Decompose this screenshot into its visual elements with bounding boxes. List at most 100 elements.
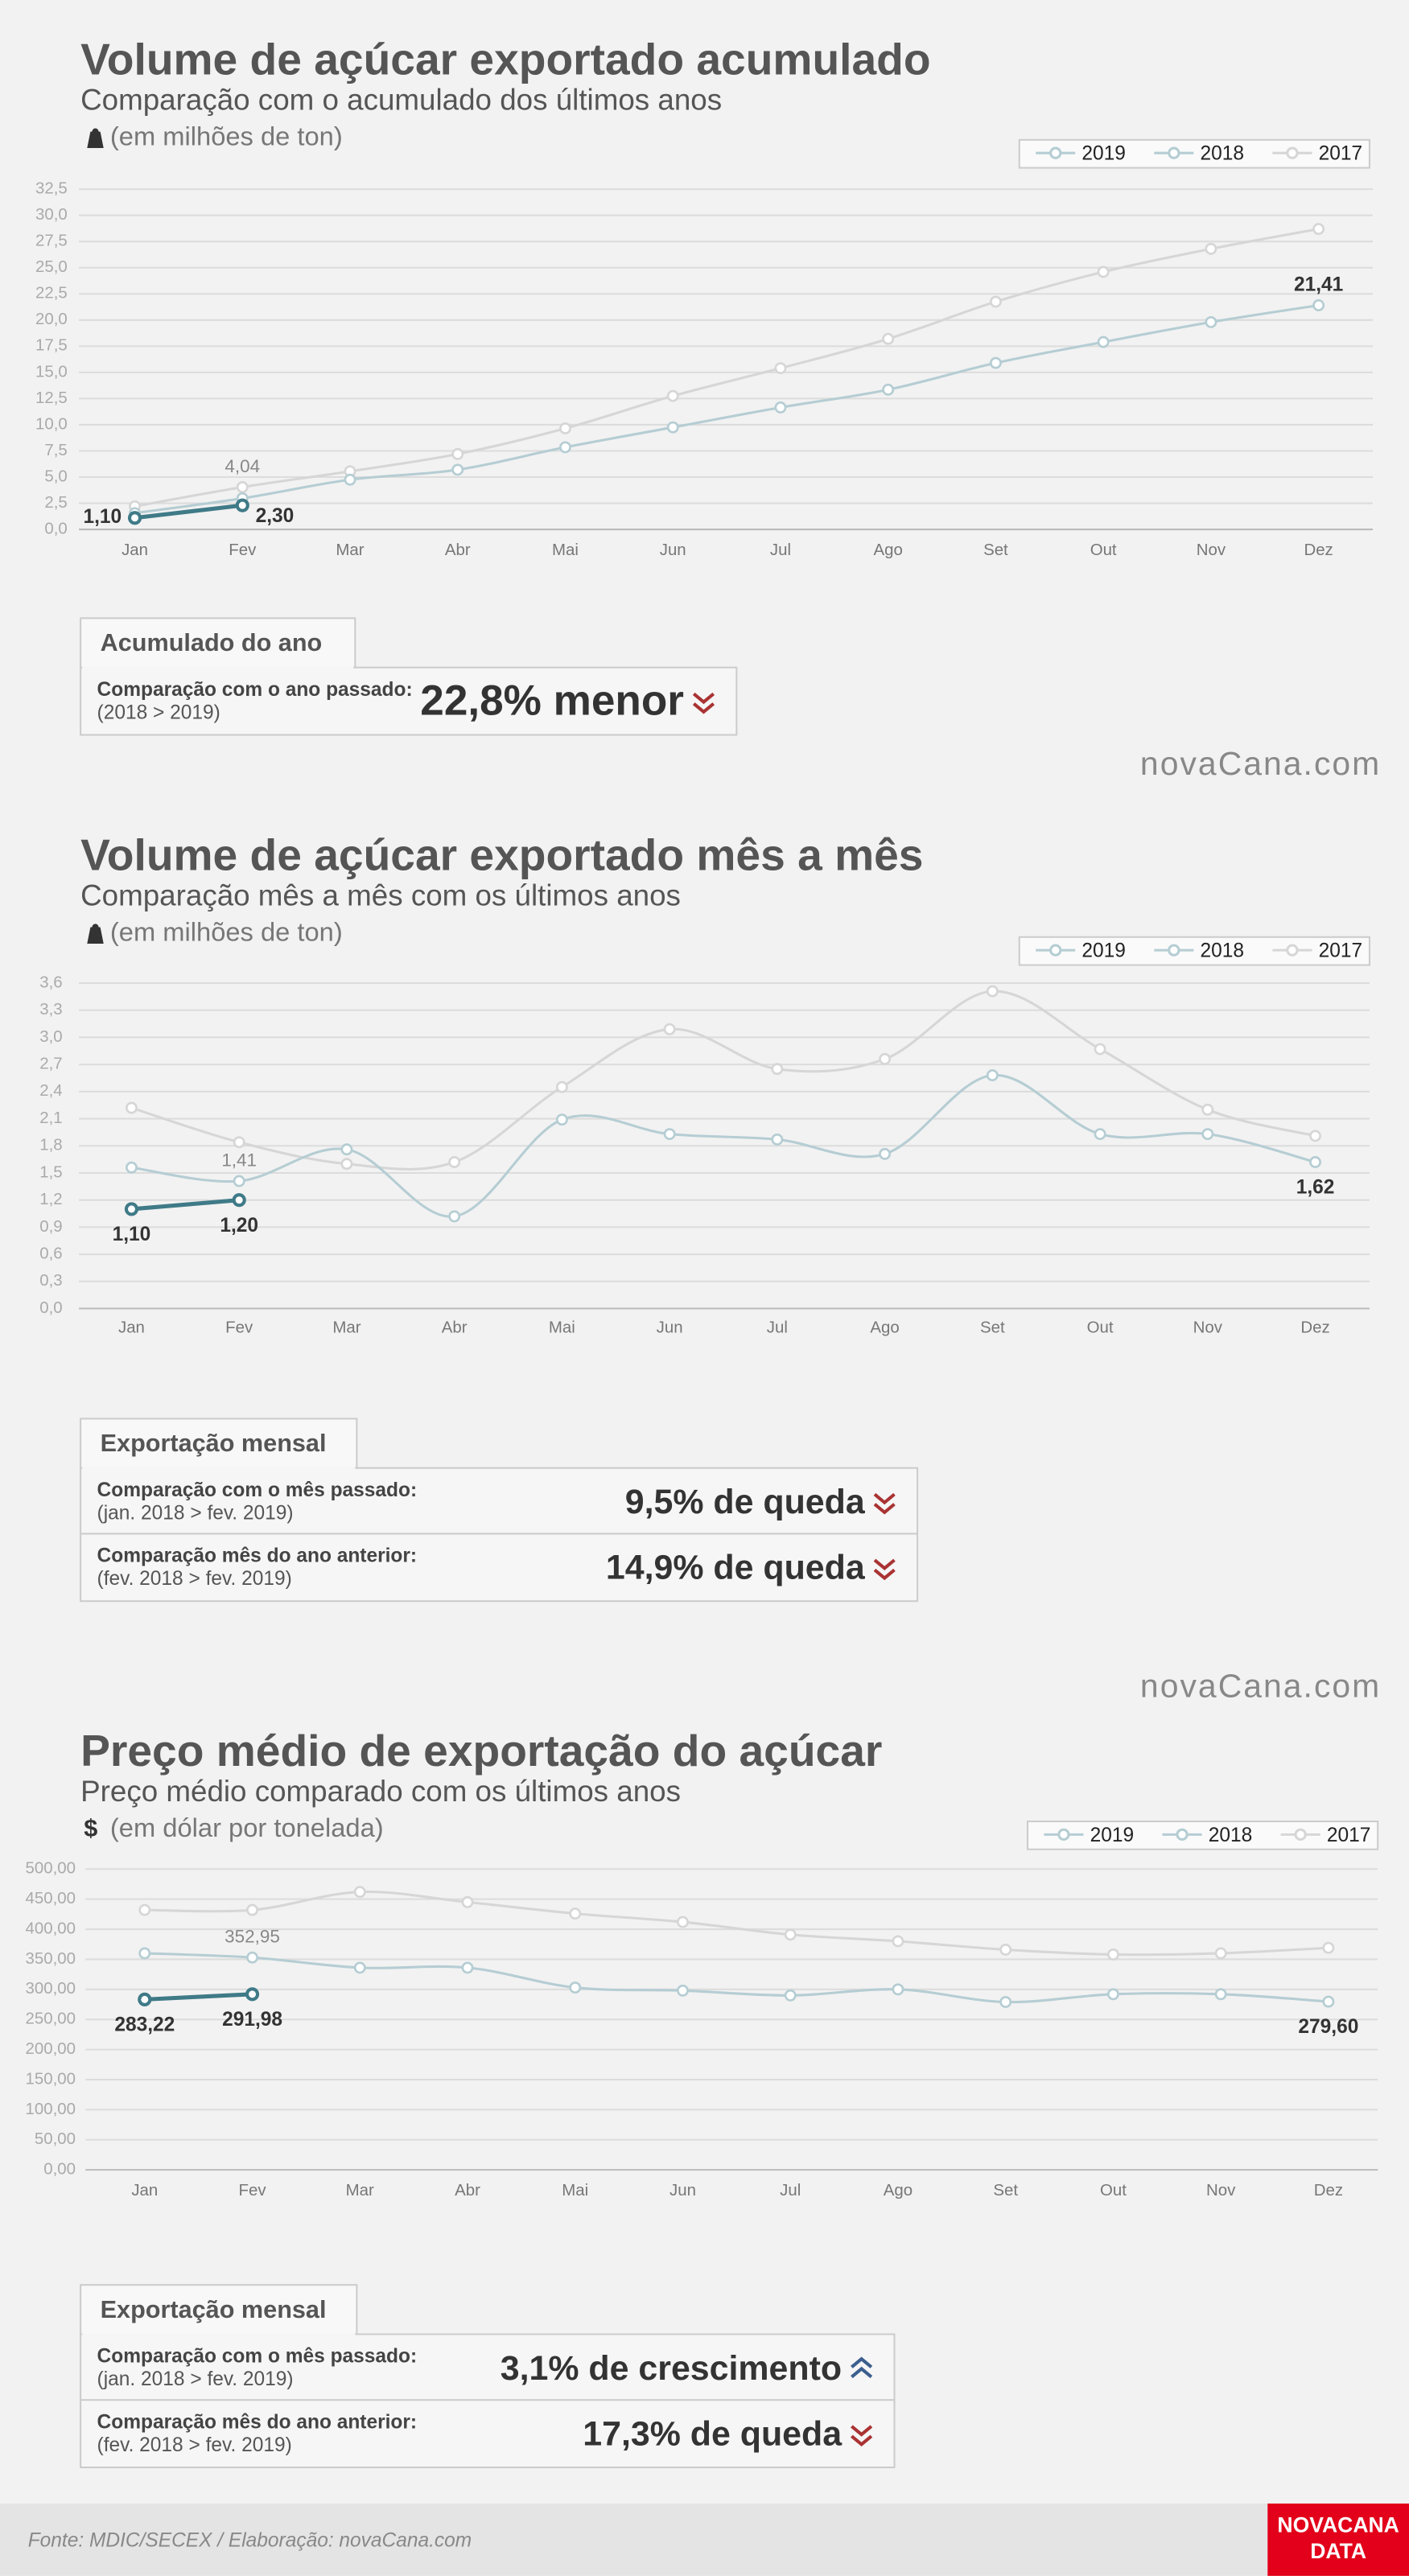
data-point [677, 1984, 689, 1997]
data-point [999, 1996, 1012, 2008]
x-tick-label: Jun [657, 1319, 683, 1336]
x-tick-label: Dez [1304, 541, 1333, 559]
row-label: Comparação com o mês passado: [97, 2346, 418, 2368]
x-tick-label: Ago [884, 2182, 913, 2199]
y-tick-label: 1,2 [39, 1191, 62, 1208]
x-tick-label: Set [993, 2182, 1018, 2199]
y-tick-label: 450,00 [26, 1890, 76, 1907]
chart-unit: (em milhões de ton) [110, 916, 343, 946]
data-point [125, 1101, 138, 1114]
data-point [1205, 242, 1217, 255]
row-value: 22,8% menor [420, 677, 684, 725]
legend-label: 2019 [1090, 1825, 1135, 1846]
y-tick-label: 100,00 [26, 2101, 76, 2118]
x-tick-label: Jun [669, 2182, 696, 2199]
legend-swatch [1057, 1828, 1070, 1841]
summary-body [80, 666, 738, 736]
y-tick-label: 0,0 [39, 1299, 62, 1317]
data-point [245, 1987, 260, 2002]
row-value: 17,3% de queda [583, 2414, 843, 2453]
data-point [233, 1175, 245, 1187]
data-point [774, 401, 787, 414]
y-tick-label: 25,0 [35, 258, 68, 276]
y-tick-label: 0,3 [39, 1272, 62, 1290]
data-point [555, 1080, 568, 1093]
x-tick-label: Jul [770, 541, 791, 559]
y-tick-label: 10,0 [35, 415, 68, 433]
data-point [986, 985, 999, 998]
legend-label: 2017 [1319, 143, 1363, 165]
series-line [131, 1198, 240, 1212]
x-tick-label: Jan [122, 541, 148, 559]
row-detail: (jan. 2018 > fev. 2019) [97, 2368, 294, 2390]
y-tick-label: 2,7 [39, 1056, 62, 1073]
summary-tab [80, 617, 356, 669]
y-tick-label: 300,00 [26, 1980, 76, 1998]
x-tick-label: Out [1100, 2182, 1127, 2199]
data-point [784, 1928, 797, 1941]
row-label: Comparação com o ano passado: [97, 679, 413, 701]
data-point [451, 447, 464, 460]
data-point [986, 1069, 999, 1082]
series-line [144, 1890, 1329, 1957]
data-point [1201, 1103, 1214, 1116]
logo-box [1267, 2503, 1409, 2576]
data-label: 1,20 [220, 1215, 258, 1237]
legend-label: 2018 [1209, 1825, 1253, 1846]
data-label: 283,22 [114, 2014, 175, 2036]
footer-band [0, 2503, 1409, 2576]
row-detail: (fev. 2018 > fev. 2019) [97, 1568, 292, 1590]
weight-icon [87, 128, 104, 149]
data-label: 352,95 [225, 1927, 280, 1947]
chart: Preço médio de exportação do açúcarPreço… [26, 1726, 1379, 2199]
data-label: 1,41 [221, 1150, 257, 1171]
row-detail: (2018 > 2019) [97, 702, 220, 723]
data-point [461, 1961, 474, 1974]
y-tick-label: 0,0 [44, 520, 67, 537]
legend-label: 2018 [1201, 940, 1245, 962]
x-tick-label: Nov [1193, 1319, 1223, 1336]
legend-swatch [1286, 944, 1299, 957]
data-point [989, 295, 1002, 308]
chart-title: Preço médio de exportação do açúcar [80, 1726, 882, 1776]
data-point [1214, 1988, 1227, 2001]
data-point [999, 1944, 1012, 1956]
y-tick-label: 15,0 [35, 363, 68, 381]
data-point [353, 1961, 366, 1974]
data-point [1097, 265, 1110, 278]
summary-tab-label: Acumulado do ano [101, 629, 323, 656]
summary-box: Exportação mensal Comparação com o mês pa… [80, 1418, 919, 1603]
row-label: Comparação mês do ano anterior: [97, 2411, 418, 2433]
x-tick-label: Jan [131, 2182, 158, 2199]
legend-label: 2019 [1081, 143, 1126, 165]
data-point [1205, 315, 1217, 328]
y-tick-label: 1,5 [39, 1163, 62, 1181]
data-label: 1,62 [1296, 1177, 1335, 1199]
row-label: Comparação mês do ano anterior: [97, 1545, 418, 1567]
y-tick-label: 150,00 [26, 2070, 76, 2088]
series-line [134, 228, 1319, 508]
x-tick-label: Nov [1206, 2182, 1236, 2199]
trend-arrow [851, 2356, 873, 2379]
data-point [1106, 1948, 1119, 1961]
x-tick-label: Abr [442, 1319, 468, 1336]
data-point [774, 362, 787, 375]
data-point [882, 383, 895, 396]
legend-label: 2017 [1327, 1825, 1371, 1846]
legend-swatch [1049, 944, 1062, 957]
data-label: 4,04 [225, 456, 260, 476]
data-point [1094, 1128, 1106, 1141]
x-tick-label: Mar [336, 541, 364, 559]
row-value: 9,5% de queda [625, 1483, 866, 1521]
y-tick-label: 7,5 [44, 442, 67, 459]
data-point [448, 1210, 461, 1223]
data-point [569, 1907, 582, 1920]
data-point [340, 1143, 353, 1156]
legend-box [1018, 138, 1370, 169]
x-tick-label: Out [1087, 1319, 1114, 1336]
x-tick-label: Ago [870, 1319, 899, 1336]
data-point [569, 1981, 582, 1994]
x-tick-label: Set [983, 541, 1008, 559]
series-line [144, 1952, 1329, 2004]
